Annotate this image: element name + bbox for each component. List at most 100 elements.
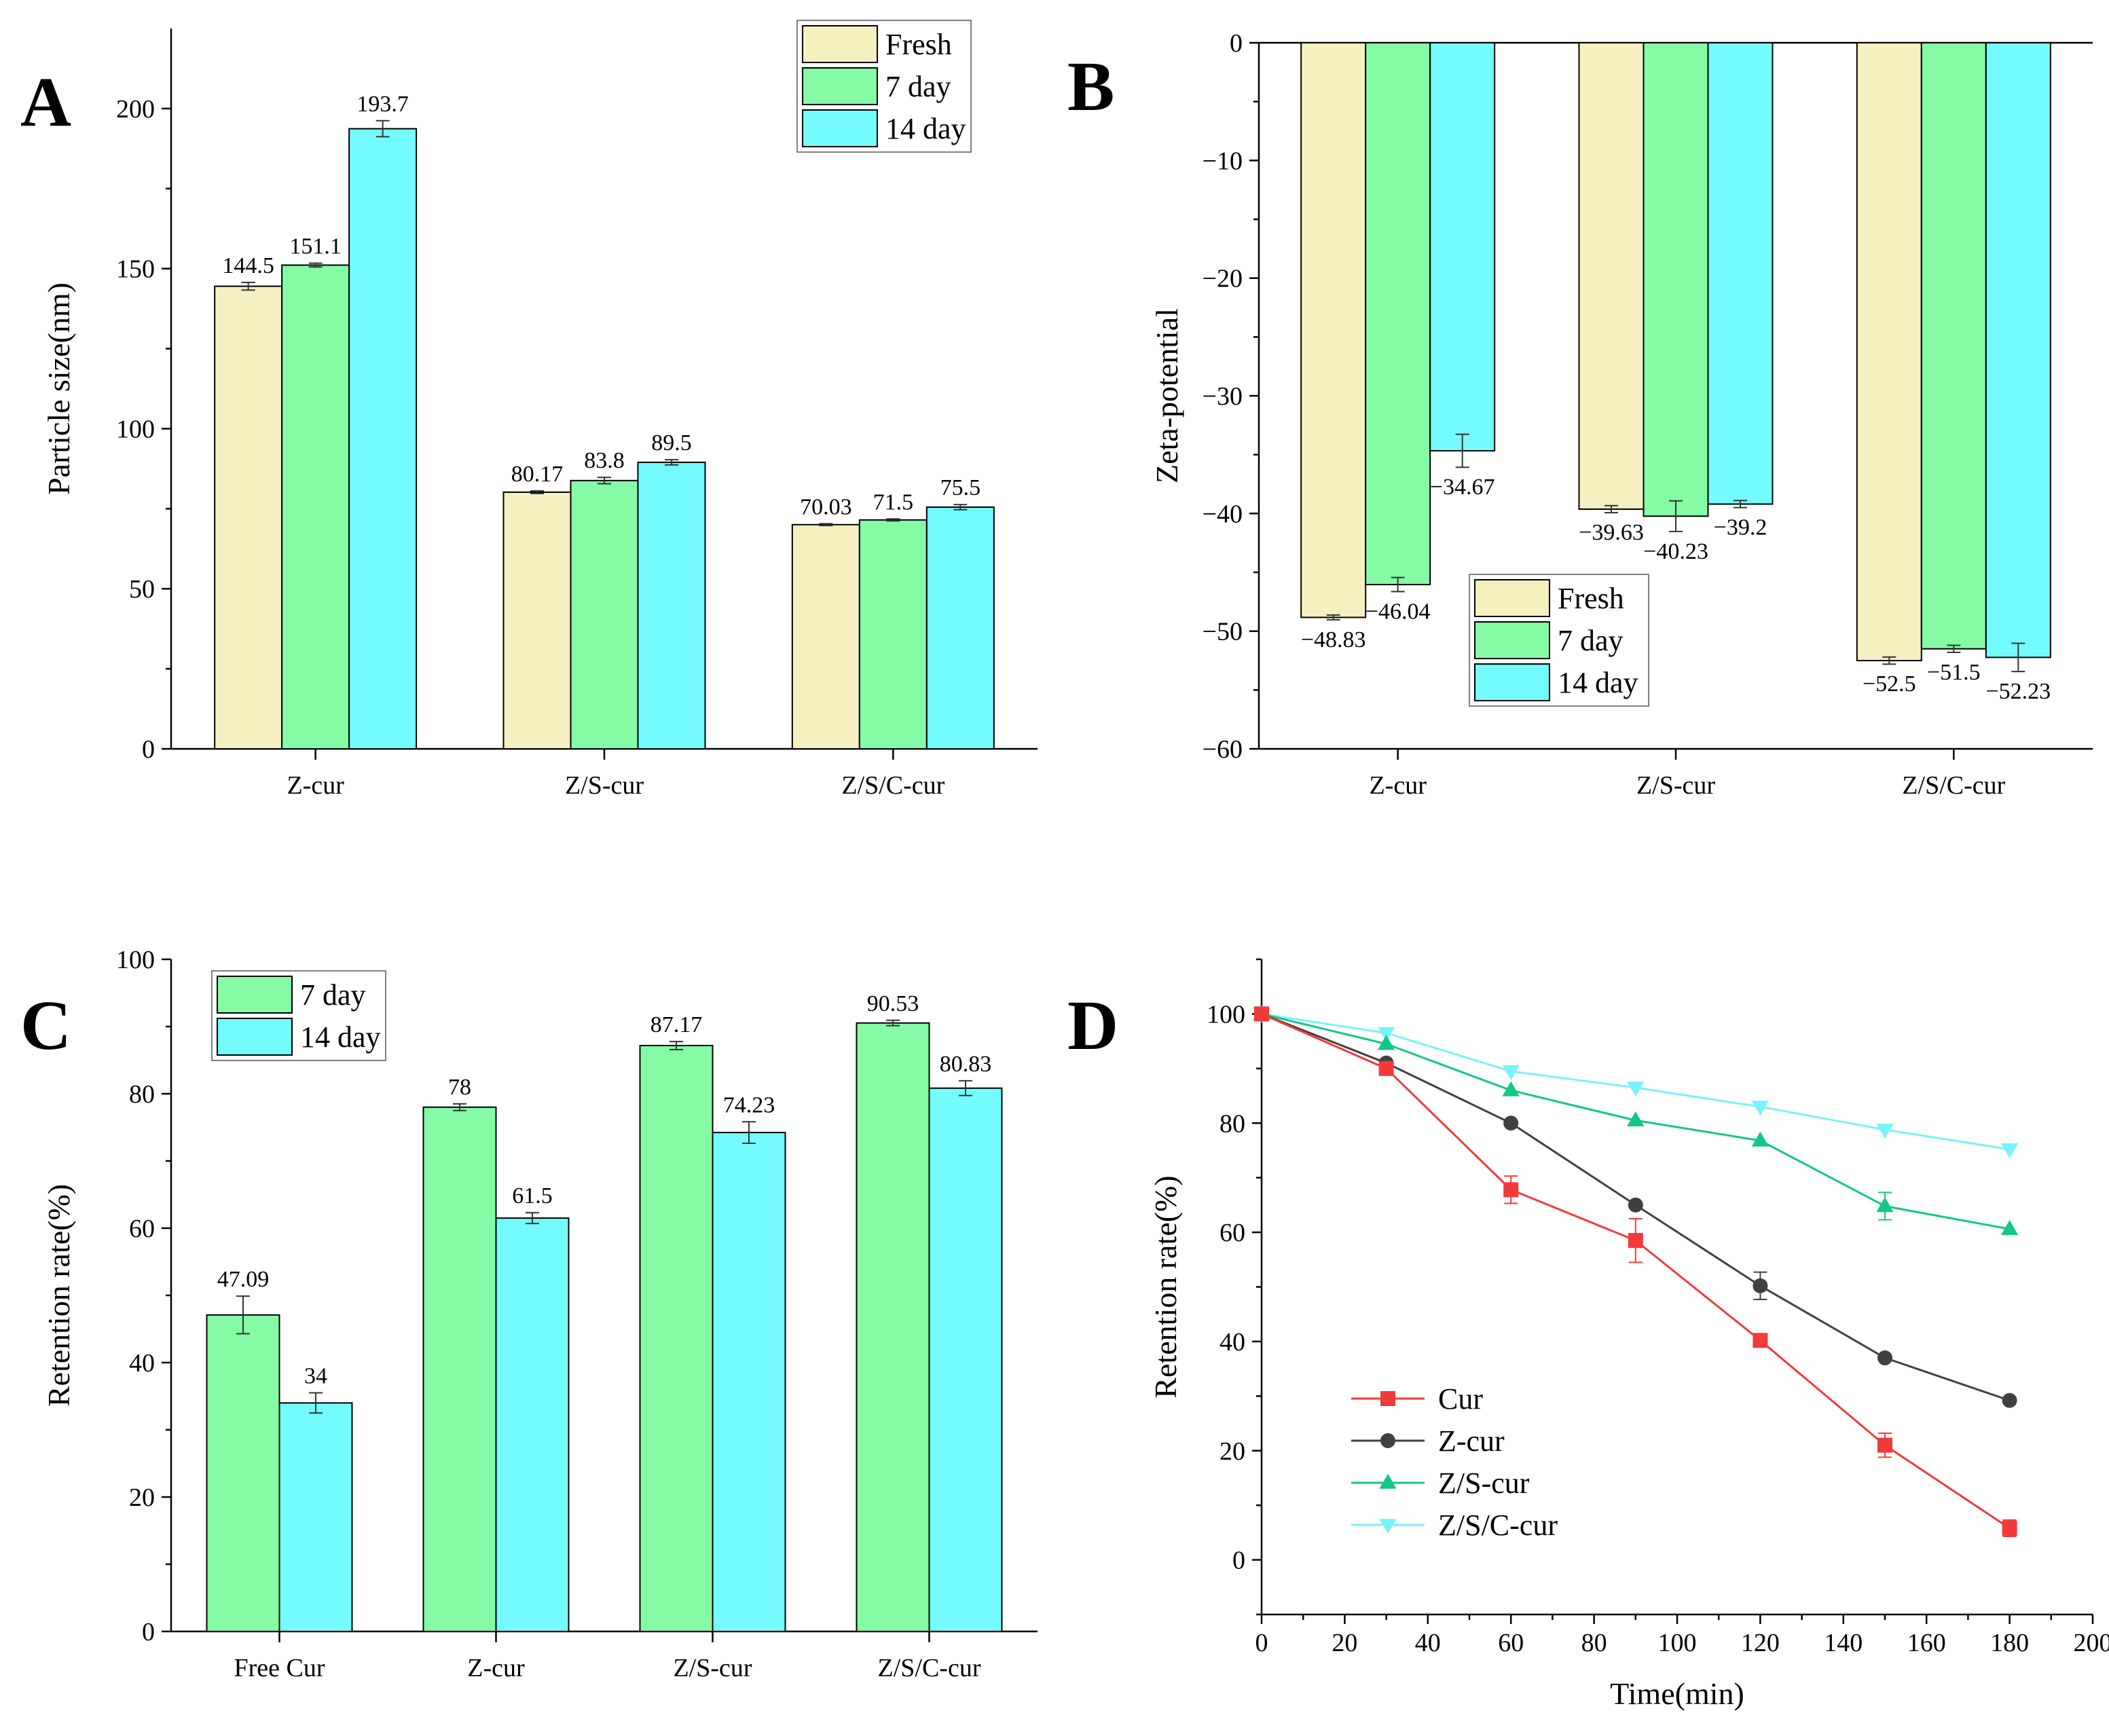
chart-b-y-tick-label: 0 xyxy=(1230,29,1243,58)
chart-d-point-cur xyxy=(1877,1437,1892,1453)
chart-d-point-cur xyxy=(1378,1060,1394,1076)
chart-b-data-label: −39.2 xyxy=(1714,515,1767,540)
chart-d-x-tick-label: 160 xyxy=(1907,1629,1946,1657)
chart-c-x-tick-label: Free Cur xyxy=(234,1654,325,1682)
chart-d-x-tick-label: 60 xyxy=(1498,1629,1524,1657)
chart-c-data-label: 74.23 xyxy=(723,1092,775,1118)
chart-d-legend-marker xyxy=(1379,1473,1397,1489)
chart-a-bar-7-day xyxy=(858,519,928,750)
chart-d-legend-label: Z/S-cur xyxy=(1438,1466,1530,1500)
chart-c-legend-swatch xyxy=(217,976,293,1014)
chart-b-x-tick-label: Z-cur xyxy=(1369,771,1427,800)
chart-a-data-label: 144.5 xyxy=(222,253,274,278)
chart-a-bar-7-day xyxy=(570,479,639,750)
chart-b-data-label: −40.23 xyxy=(1643,539,1708,564)
chart-d-legend-marker xyxy=(1380,1433,1395,1448)
chart-d-x-tick-label: 120 xyxy=(1741,1629,1780,1657)
chart-d-legend-marker xyxy=(1380,1391,1395,1406)
chart-d-y-tick-label: 20 xyxy=(1219,1437,1245,1466)
chart-b-y-tick-label: −20 xyxy=(1203,265,1243,293)
chart-b-bar-14-day xyxy=(1707,42,1774,505)
chart-d-point-zsc-cur xyxy=(1876,1124,1894,1139)
chart-d-point-cur xyxy=(1503,1182,1519,1198)
chart-d-legend-marker xyxy=(1379,1519,1397,1534)
chart-d-point-zsc-cur xyxy=(1627,1082,1645,1097)
chart-a-data-label: 151.1 xyxy=(289,234,342,259)
chart-d-x-tick-label: 200 xyxy=(2074,1629,2109,1657)
chart-b-bar-fresh xyxy=(1300,42,1367,618)
chart-a-bar-14-day xyxy=(348,128,418,750)
chart-d-x-tick-label: 40 xyxy=(1415,1629,1441,1657)
chart-d-legend-label: Z-cur xyxy=(1438,1424,1505,1458)
chart-b-legend-swatch xyxy=(1474,663,1550,701)
chart-d-point-zs-cur xyxy=(1502,1081,1520,1096)
chart-a-bar-14-day xyxy=(637,461,706,750)
panel-letter-c: C xyxy=(20,986,71,1065)
chart-b-y-tick-label: −30 xyxy=(1203,382,1243,411)
panel-letter-b: B xyxy=(1067,48,1114,126)
chart-a: 0 50 100 150 200 Particle size(nm) Z-cur 144.5 1… xyxy=(41,20,1038,800)
chart-a-bar-fresh xyxy=(791,523,860,750)
chart-b-bar-7-day xyxy=(1920,42,1987,650)
chart-a-legend-label: Fresh xyxy=(885,28,952,61)
chart-a-y-tick-label: 50 xyxy=(129,575,155,604)
chart-c-data-label: 61.5 xyxy=(512,1183,553,1208)
chart-d-point-cur xyxy=(1753,1333,1768,1348)
chart-b-data-label: −51.5 xyxy=(1927,660,1981,685)
panel-letter-a: A xyxy=(20,63,71,141)
chart-b-legend-label: 7 day xyxy=(1558,624,1624,657)
chart-a-y-axis-title: Particle size(nm) xyxy=(41,282,76,495)
chart-d-point-zsc-cur xyxy=(2000,1143,2019,1159)
chart-a-x-tick-label: Z-cur xyxy=(287,771,344,800)
chart-b-data-label: −52.23 xyxy=(1985,679,2051,704)
chart-c-data-label: 78 xyxy=(448,1075,471,1100)
chart-d-x-tick-label: 20 xyxy=(1332,1629,1357,1657)
chart-c-x-tick-label: Z-cur xyxy=(467,1654,525,1682)
chart-d-point-zs-cur xyxy=(2000,1220,2019,1236)
chart-b-bar-14-day xyxy=(1985,42,2051,659)
chart-d-point-zsc-cur xyxy=(1751,1101,1769,1116)
chart-a-bar-7-day xyxy=(281,264,350,750)
chart-c-legend-swatch xyxy=(217,1018,293,1056)
chart-c-y-tick-label: 40 xyxy=(129,1349,155,1378)
chart-a-data-label: 193.7 xyxy=(356,92,409,117)
chart-d-series-line-zsc-cur xyxy=(1261,1012,2010,1151)
chart-d-x-axis-title: Time(min) xyxy=(1610,1676,1744,1711)
chart-c-bar-7-day xyxy=(422,1106,497,1633)
chart-c-y-tick-label: 80 xyxy=(129,1080,155,1109)
chart-d-y-tick-label: 0 xyxy=(1232,1547,1245,1575)
chart-c-bar-14-day xyxy=(278,1402,353,1632)
chart-b-legend-swatch xyxy=(1474,579,1550,617)
chart-d-point-z-cur xyxy=(1753,1278,1768,1293)
chart-d-point-cur xyxy=(1628,1233,1643,1249)
chart-d-point-zs-cur xyxy=(1377,1035,1395,1050)
chart-a-data-label: 89.5 xyxy=(651,430,692,456)
chart-d-x-tick-label: 80 xyxy=(1581,1629,1607,1657)
chart-c-data-label: 80.83 xyxy=(940,1052,992,1077)
chart-c-y-tick-label: 0 xyxy=(142,1618,155,1646)
chart-c-x-tick-label: Z/S/C-cur xyxy=(878,1654,981,1682)
chart-d-y-tick-label: 60 xyxy=(1219,1219,1245,1247)
chart-b: 0 −10 −20 −30 −40 −50 −60 Zeta-potential Z-cur −4… xyxy=(1150,29,2093,800)
chart-a-y-tick-label: 200 xyxy=(116,95,155,124)
chart-b-bar-7-day xyxy=(1643,42,1709,517)
chart-b-data-label: −52.5 xyxy=(1863,671,1916,697)
chart-b-x-tick-label: Z/S-cur xyxy=(1636,771,1715,800)
chart-a-legend-swatch xyxy=(802,25,878,63)
chart-b-y-axis-title: Zeta-potential xyxy=(1150,308,1184,483)
chart-b-bar-14-day xyxy=(1429,42,1496,451)
chart-b-bar-7-day xyxy=(1365,42,1431,586)
chart-c-y-tick-label: 20 xyxy=(129,1483,155,1512)
chart-a-legend-swatch xyxy=(802,109,878,147)
chart-b-y-tick-label: −50 xyxy=(1203,618,1243,646)
chart-a-data-label: 83.8 xyxy=(584,448,625,473)
chart-d-y-tick-label: 100 xyxy=(1207,1000,1245,1029)
chart-a-y-tick-label: 0 xyxy=(142,735,155,764)
chart-b-data-label: −48.83 xyxy=(1301,627,1366,652)
chart-b-x-tick-label: Z/S/C-cur xyxy=(1902,771,2005,800)
chart-a-data-label: 71.5 xyxy=(873,490,914,515)
chart-c-data-label: 87.17 xyxy=(650,1012,703,1037)
chart-c-y-tick-label: 100 xyxy=(116,946,155,974)
chart-d-point-zs-cur xyxy=(1751,1131,1769,1147)
chart-b-legend-swatch xyxy=(1474,621,1550,659)
